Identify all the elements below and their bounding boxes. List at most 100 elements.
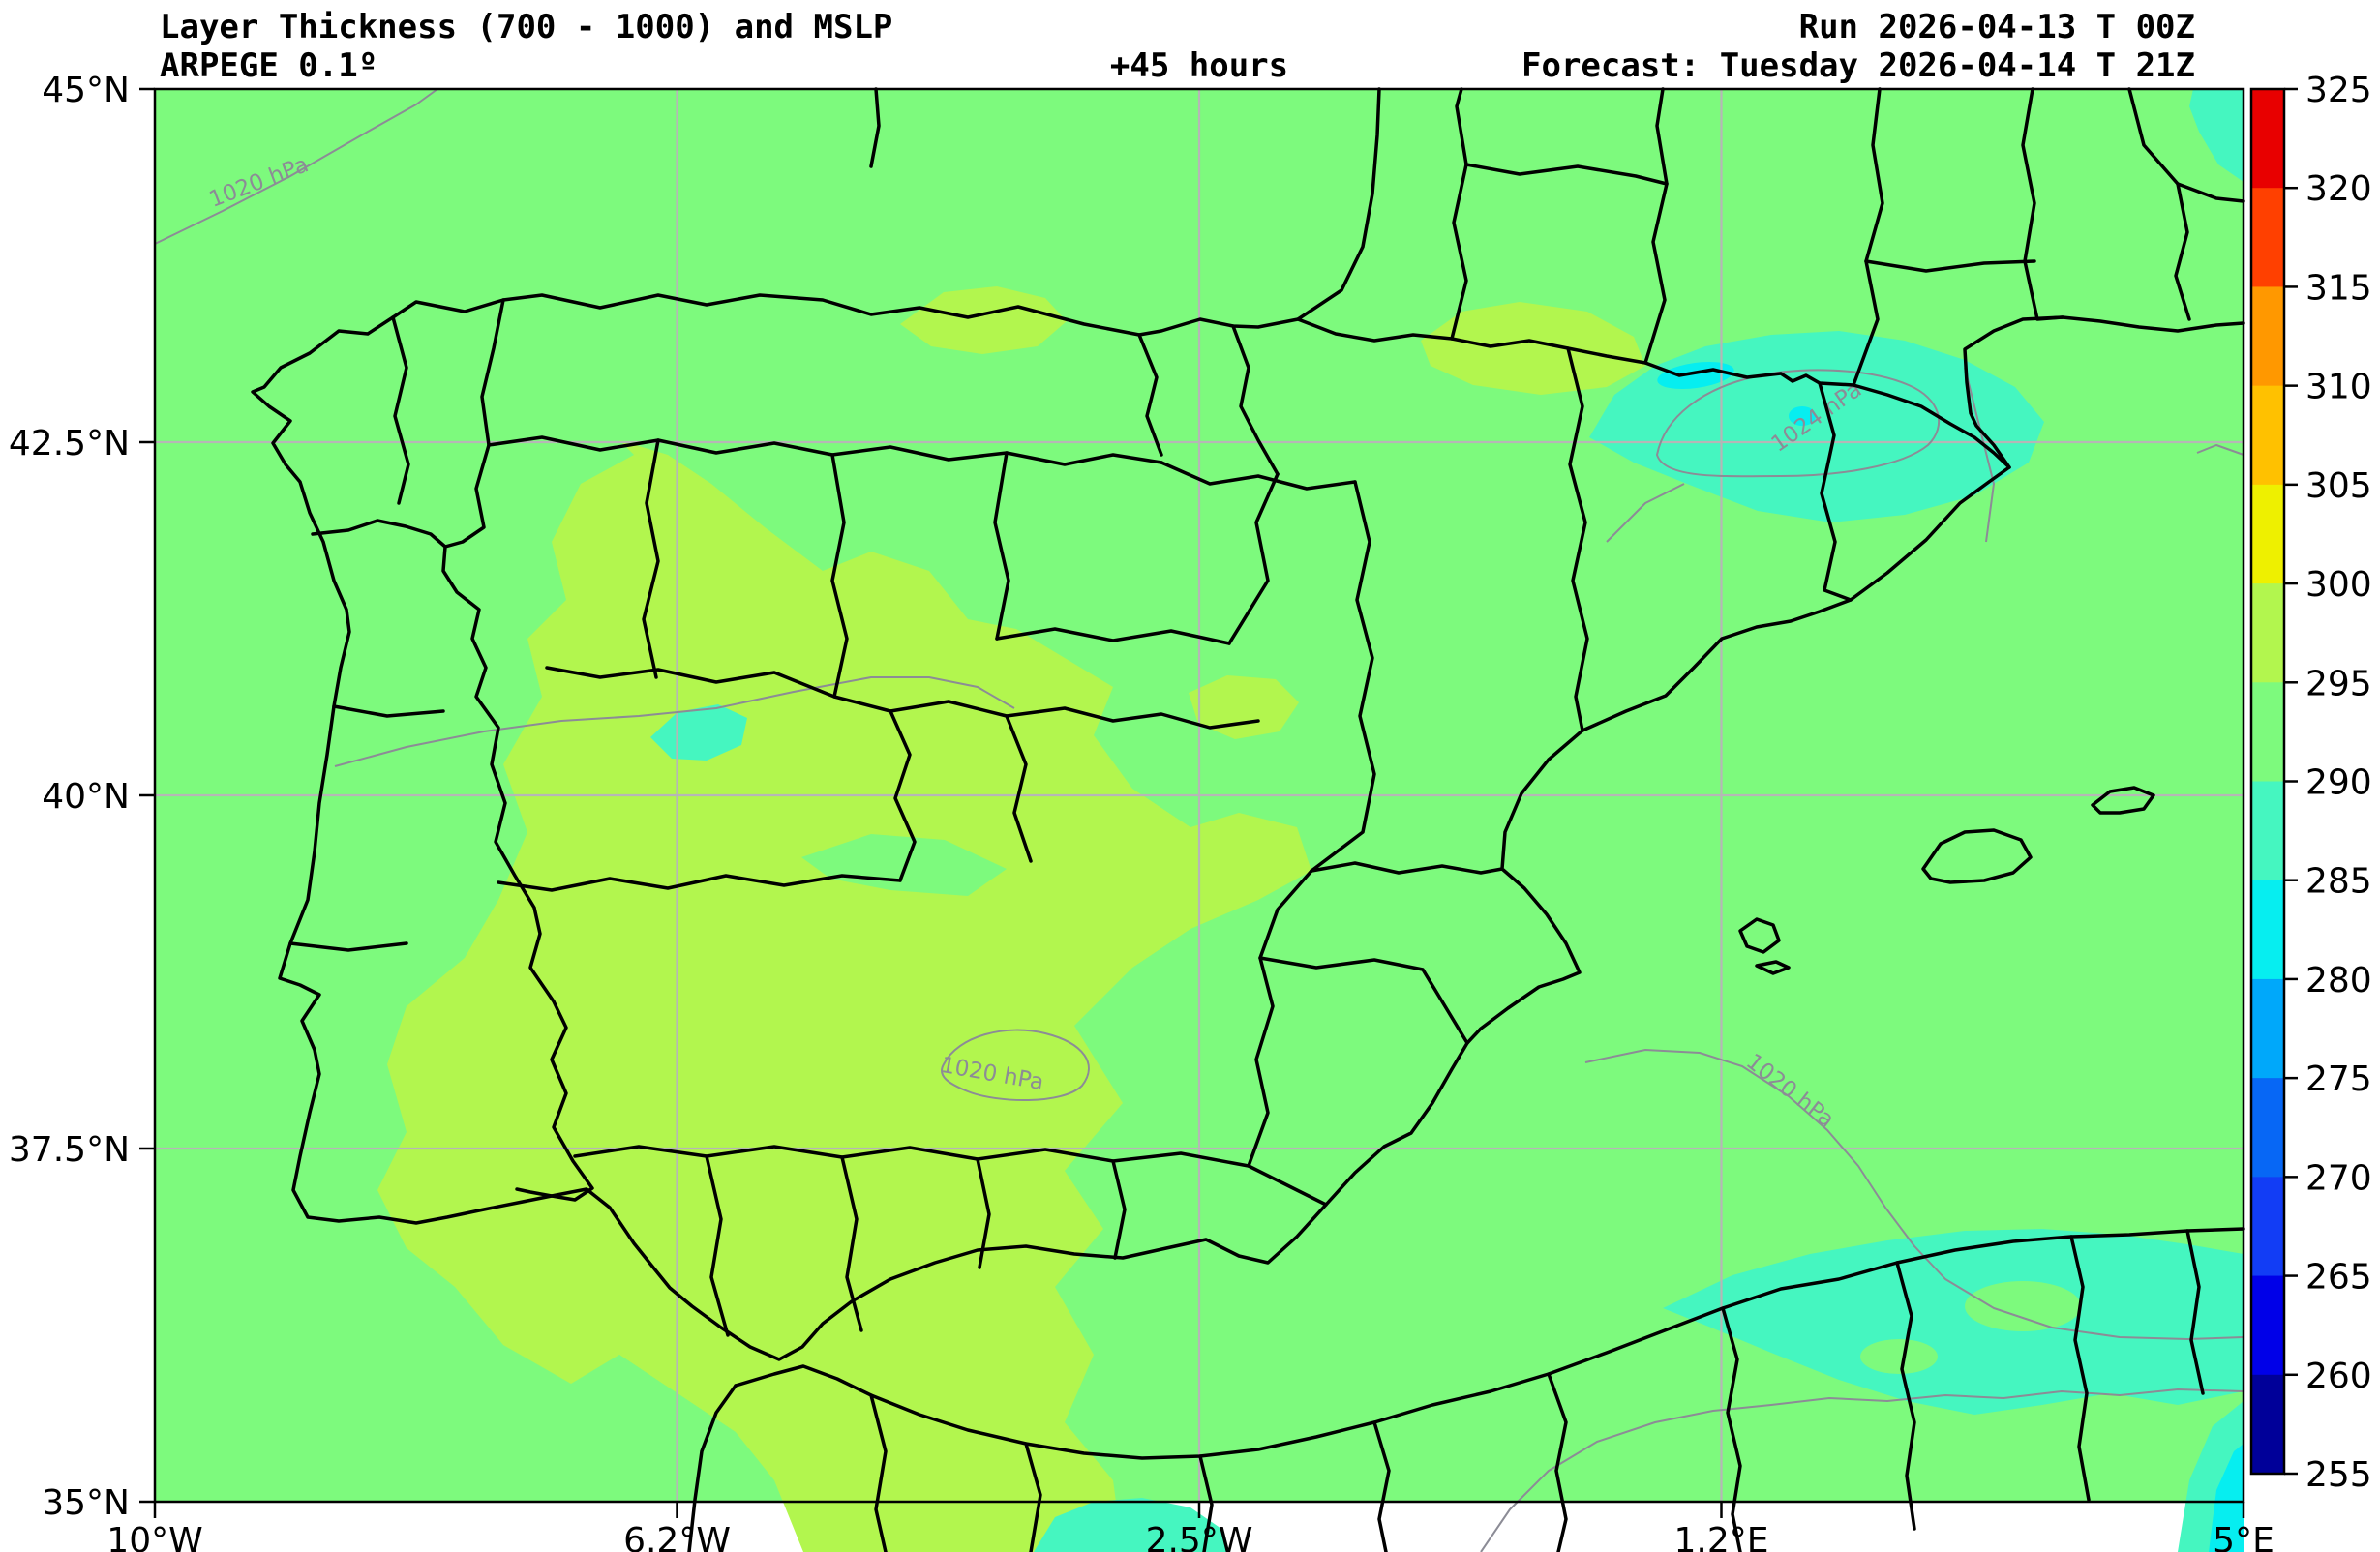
chart-title: Layer Thickness (700 - 1000) and MSLP	[160, 8, 893, 46]
province-borders	[1864, 259, 2036, 273]
colorbar-tick-label: 300	[2305, 565, 2372, 605]
province-borders	[497, 874, 902, 892]
coastline-africa	[734, 1227, 2245, 1460]
colorbar-tick-label: 260	[2305, 1357, 2372, 1396]
province-borders	[1160, 461, 1357, 491]
colorbar-tick-label: 305	[2305, 466, 2372, 506]
island-mallorca	[1921, 828, 2033, 884]
isobar-fragment-b	[1964, 367, 1995, 543]
province-borders	[1464, 163, 1669, 186]
isobar-1020-africa	[1480, 1388, 2244, 1552]
y-tick-label: 35°N	[42, 1483, 130, 1523]
colorbar-segment	[2251, 286, 2284, 387]
island-ibiza	[1738, 917, 1781, 954]
province-borders	[1852, 87, 1884, 387]
y-axis: 45°N 42.5°N 40°N 37.5°N 35°N	[9, 71, 155, 1523]
island-menorca	[2091, 786, 2155, 815]
province-borders	[2069, 1235, 2091, 1502]
colorbar-segment	[2251, 880, 2284, 980]
province-borders	[2021, 87, 2064, 321]
patch-290-hole-se-b	[1860, 1339, 1938, 1374]
province-borders	[1310, 480, 1376, 873]
colorbar-segment	[2251, 1374, 2284, 1475]
colorbar-tick-label: 325	[2305, 71, 2372, 110]
province-borders	[2185, 1229, 2205, 1395]
colorbar-tick-label: 315	[2305, 268, 2372, 308]
x-tick-label: 5°E	[2213, 1521, 2275, 1552]
province-borders	[1450, 87, 1468, 341]
coastline-africa-atlantic	[687, 1384, 738, 1552]
colorbar-tick-label: 295	[2305, 664, 2372, 703]
graticule	[155, 89, 2244, 1502]
patch-285-small	[650, 704, 747, 761]
province-borders	[642, 438, 660, 679]
province-borders	[2174, 182, 2191, 321]
colorbar-tick-label: 285	[2305, 862, 2372, 902]
province-borders	[1643, 87, 1669, 365]
colorbar-segment	[2251, 682, 2284, 783]
colorbar-segment	[2251, 583, 2284, 683]
colorbar-segment	[2251, 1177, 2284, 1277]
colorbar-segment	[2251, 1078, 2284, 1178]
y-tick-label: 37.5°N	[9, 1130, 130, 1170]
province-borders	[332, 704, 445, 718]
run-label: Run 2026-04-13 T 00Z	[1798, 8, 2195, 46]
colorbar-tick-label: 275	[2305, 1060, 2372, 1099]
patch-280-pyrenees-b	[1789, 406, 1816, 426]
coastline-iberia	[251, 87, 2245, 1361]
province-borders	[995, 627, 1231, 645]
island-formentera	[1755, 960, 1791, 975]
x-tick-label: 6.2°W	[623, 1521, 731, 1552]
colorbar-tick-label: 320	[2305, 169, 2372, 209]
patch-295-ebro	[1421, 302, 1645, 395]
province-borders	[1227, 472, 1280, 645]
patch-290-hole	[801, 834, 1007, 896]
province-borders	[391, 315, 410, 505]
forecast-label: Forecast: Tuesday 2026-04-14 T 21Z	[1521, 46, 2195, 85]
province-borders	[889, 709, 917, 882]
patch-285-bottom	[1034, 1498, 1229, 1552]
province-borders	[1024, 1442, 1042, 1552]
province-borders	[993, 451, 1010, 641]
province-borders	[1137, 333, 1163, 457]
colorbar-segment	[2251, 978, 2284, 1079]
y-tick-label: 40°N	[42, 777, 130, 817]
province-borders	[1310, 861, 1504, 875]
colorbar-tick-label: 255	[2305, 1455, 2372, 1495]
colorbar-segment	[2251, 89, 2284, 189]
province-borders	[705, 1154, 730, 1337]
province-borders	[545, 666, 1260, 730]
province-borders	[1198, 1454, 1214, 1552]
province-borders	[840, 1155, 863, 1332]
x-tick-label: 2.5°W	[1146, 1521, 1253, 1552]
lead-time-label: +45 hours	[1109, 46, 1289, 85]
colorbar-segment	[2251, 188, 2284, 288]
colorbar-tick-label: 310	[2305, 368, 2372, 407]
colorbar-segment	[2251, 1275, 2284, 1376]
domain-edge-line	[869, 87, 881, 168]
province-borders	[830, 453, 849, 699]
isobar-fragment-c	[2196, 444, 2244, 456]
patch-290-hole-se-a	[1965, 1281, 2081, 1331]
y-tick-label: 45°N	[42, 71, 130, 110]
province-borders	[288, 941, 408, 952]
patch-295-teruel	[1189, 675, 1299, 739]
colorbar-segment	[2251, 781, 2284, 881]
isobar-1020-loop	[941, 1029, 1090, 1101]
patch-295-rioja	[900, 286, 1067, 354]
isobar-fragment-a	[1606, 483, 1685, 543]
province-borders	[869, 1393, 888, 1552]
province-borders	[1005, 714, 1033, 863]
model-label: ARPEGE 0.1º	[160, 46, 378, 85]
x-axis: 10°W 6.2°W 2.5°W 1.2°E 5°E	[106, 1502, 2275, 1552]
province-borders	[443, 298, 505, 549]
province-borders	[1247, 869, 1313, 1168]
colorbar: 325 320 315 310 305 300 295 290 285 280 275 270 265 2…	[2249, 71, 2372, 1495]
province-borders	[1258, 956, 1469, 1045]
x-tick-label: 10°W	[106, 1521, 202, 1552]
patch-285-topright	[2189, 89, 2244, 182]
province-borders	[1111, 1159, 1127, 1260]
colorbar-tick-label: 290	[2305, 763, 2372, 803]
